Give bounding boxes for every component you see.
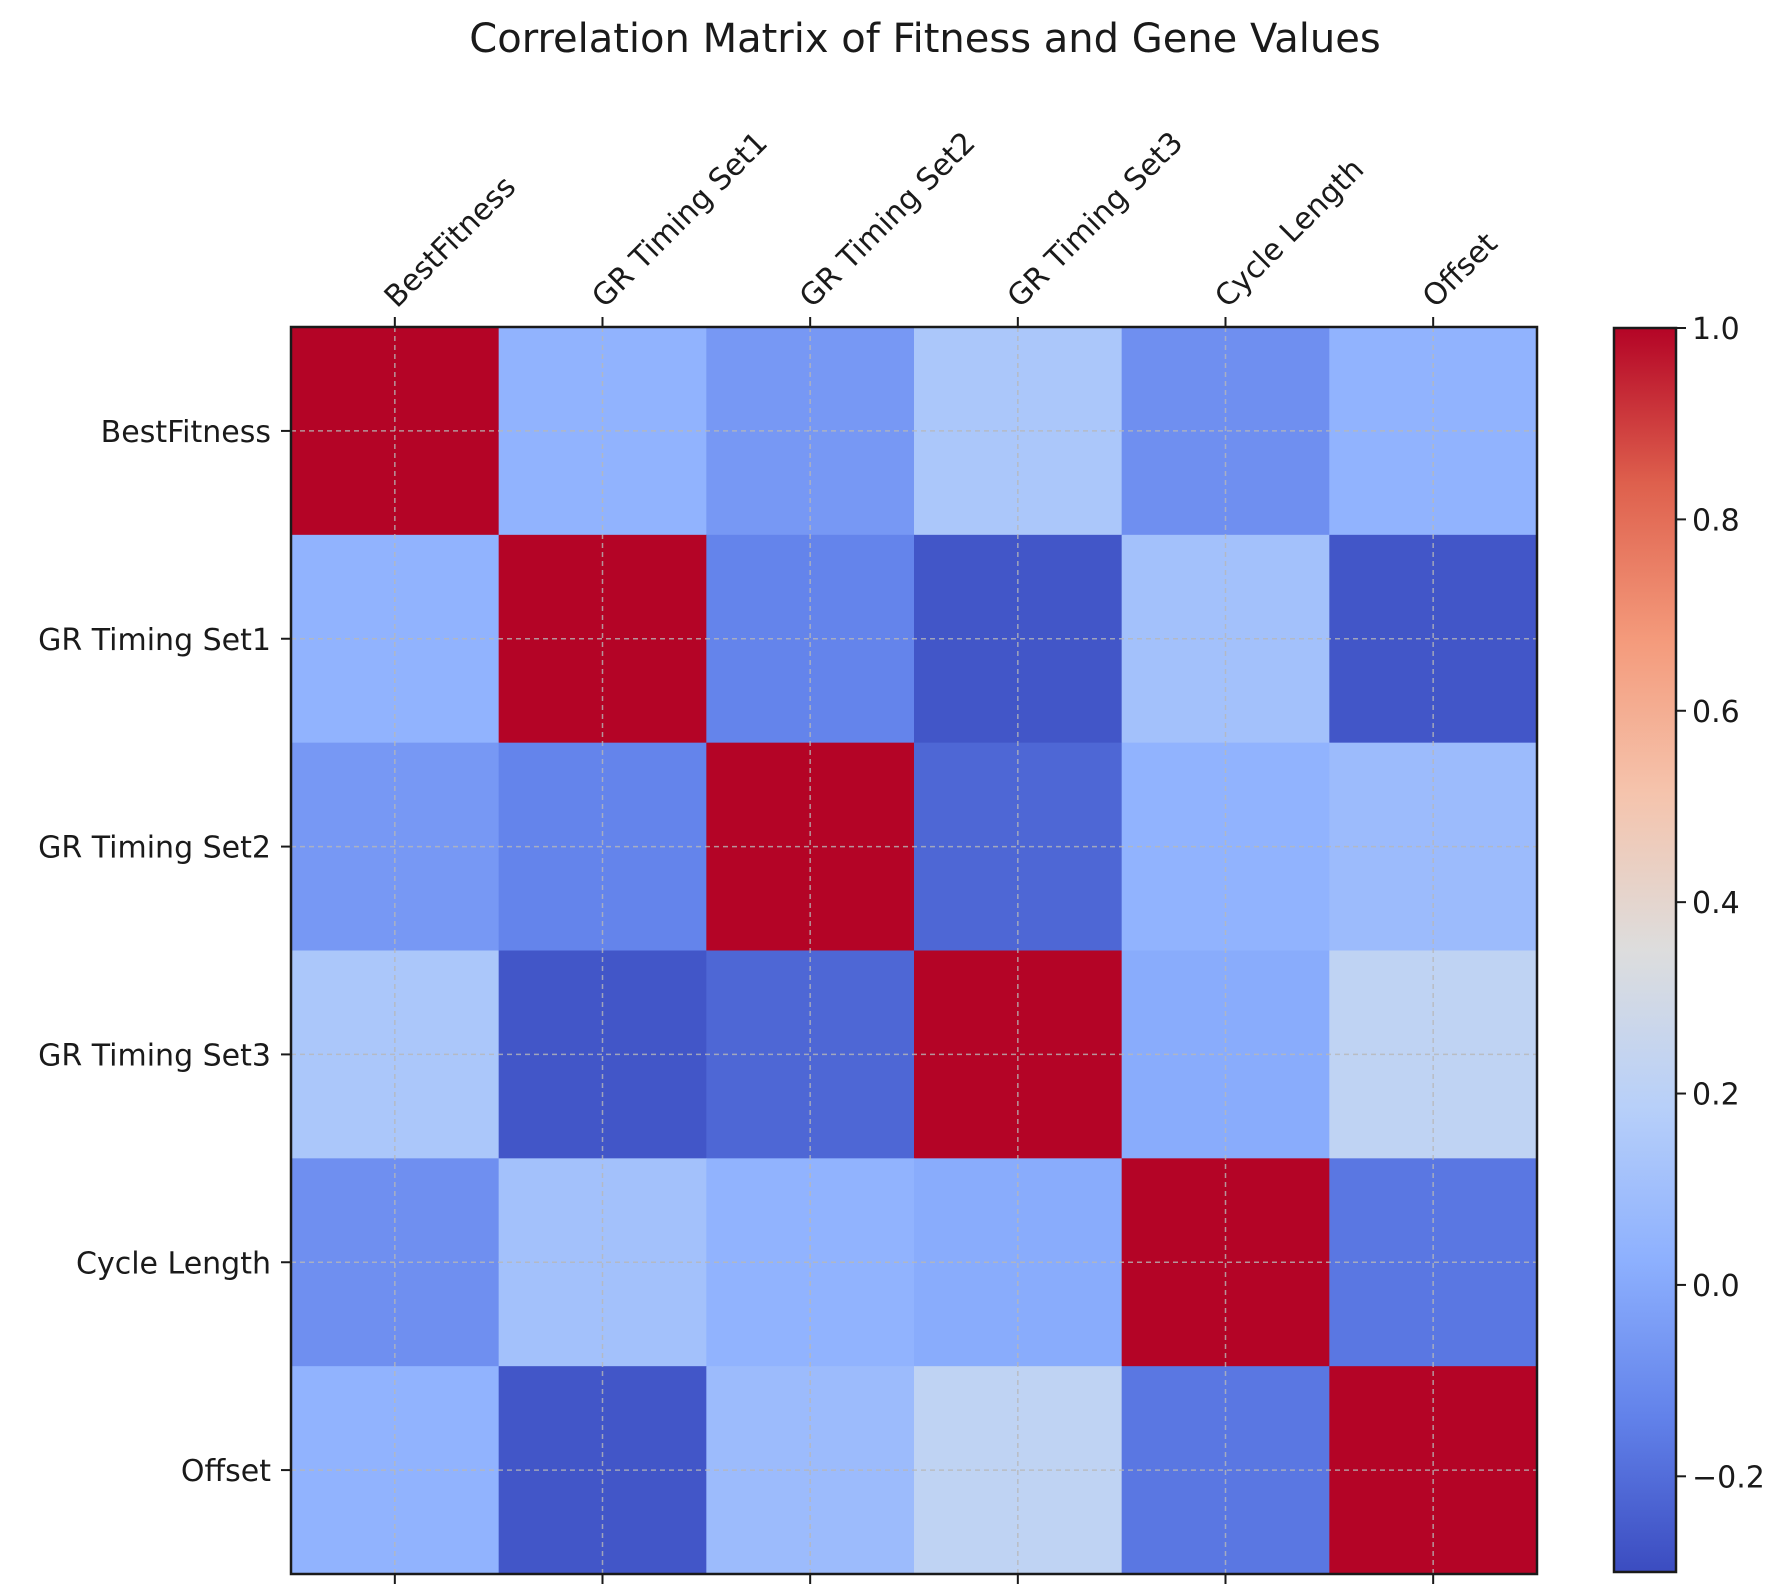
x-label-0: BestFitness: [378, 169, 523, 314]
heatmap-cell-r2-c3: [914, 742, 1123, 951]
colorbar-ticks: −0.2 0.0 0.2 0.4 0.6 0.8 1.0: [1676, 312, 1765, 1495]
x-axis-labels: BestFitness GR Timing Set1 GR Timing Set2 G…: [378, 125, 1505, 314]
heatmap-cells: [291, 327, 1538, 1575]
y-label-2: GR Timing Set2: [38, 831, 271, 866]
y-axis-labels: BestFitness GR Timing Set1 GR Timing Set2 G…: [38, 415, 271, 1489]
heatmap-cell-r3-c4: [1121, 950, 1330, 1159]
y-label-4: Cycle Length: [76, 1246, 271, 1281]
heatmap-cell-r2-c2: [706, 742, 915, 951]
heatmap-cell-r1-c2: [706, 534, 915, 744]
y-label-1: GR Timing Set1: [38, 623, 271, 658]
heatmap-cell-r2-c4: [1121, 742, 1330, 951]
x-label-4: Cycle Length: [1208, 152, 1371, 315]
y-label-3: GR Timing Set3: [38, 1038, 271, 1073]
x-label-5: Offset: [1416, 226, 1505, 315]
heatmap-cell-r1-c4: [1121, 534, 1330, 744]
y-label-0: BestFitness: [101, 415, 271, 450]
colorbar: [1612, 326, 1678, 1574]
colorbar-tick-label-3: 0.4: [1692, 886, 1740, 921]
plot-frame: [289, 325, 1539, 1576]
chart-title: Correlation Matrix of Fitness and Gene V…: [469, 16, 1380, 62]
gridlines: [291, 327, 1537, 1574]
colorbar-tick-label-4: 0.6: [1692, 695, 1740, 730]
colorbar-tick-label-5: 0.8: [1692, 503, 1740, 538]
colorbar-tick-label-0: −0.2: [1692, 1460, 1765, 1495]
x-label-2: GR Timing Set2: [793, 125, 982, 314]
x-label-1: GR Timing Set1: [585, 125, 774, 314]
x-label-3: GR Timing Set3: [1001, 125, 1190, 314]
colorbar-tick-label-2: 0.2: [1692, 1078, 1740, 1113]
heatmap-cell-r3-c3: [914, 950, 1123, 1159]
y-label-5: Offset: [181, 1454, 271, 1489]
heatmap-cell-r1-c3: [914, 534, 1123, 744]
colorbar-tick-label-6: 1.0: [1692, 312, 1740, 347]
colorbar-tick-label-1: 0.0: [1692, 1269, 1740, 1304]
axis-ticks: [281, 317, 1435, 1584]
heatmap-cell-r3-c2: [706, 950, 915, 1159]
